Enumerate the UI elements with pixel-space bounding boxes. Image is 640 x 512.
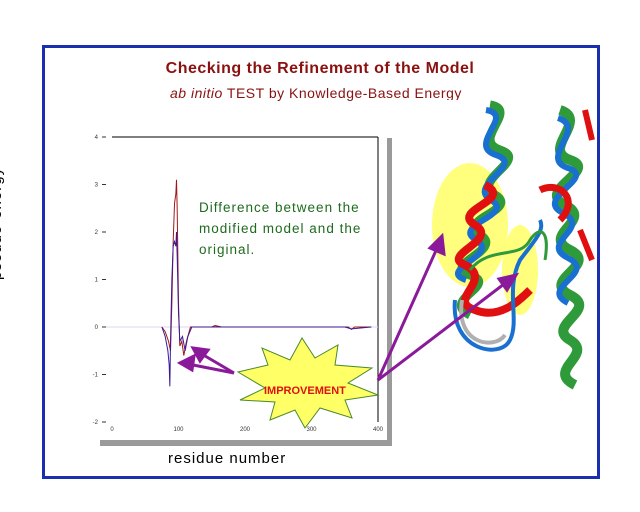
- arrow-3: [376, 245, 440, 381]
- arrow-4-head: [496, 272, 520, 293]
- x-tick-label: 200: [240, 427, 251, 433]
- slide-subtitle: ab initio TEST by Knowledge-Based Energy: [170, 85, 462, 101]
- y-tick-label: 4: [95, 135, 99, 141]
- annotation-text: Difference between the modified model an…: [199, 200, 362, 257]
- arrow-2: [199, 351, 235, 375]
- subtitle-rest: TEST by Knowledge-Based Energy: [222, 85, 462, 101]
- x-tick-label: 300: [306, 427, 317, 433]
- x-tick-label: 400: [373, 427, 384, 433]
- x-tick-label: 100: [173, 427, 184, 433]
- y-tick-label: 2: [95, 230, 99, 236]
- arrow-3-head: [427, 232, 446, 257]
- y-axis-label: pseudo-energy: [0, 166, 5, 280]
- arrows: [176, 232, 520, 382]
- x-tick-label: 0: [110, 427, 114, 433]
- series-line-2: [161, 231, 372, 387]
- subtitle-italic: ab initio: [170, 85, 223, 101]
- slide-title: Checking the Refinement of the Model: [165, 60, 475, 77]
- arrow-1: [187, 362, 235, 375]
- y-tick-label: 1: [95, 278, 99, 284]
- protein-structure-image: [420, 100, 595, 400]
- series-lines: [161, 179, 372, 387]
- arrow-4: [377, 279, 509, 382]
- improvement-starburst: [236, 337, 380, 429]
- improvement-label: IMPROVEMENT: [264, 385, 346, 397]
- y-tick-label: 0: [95, 325, 99, 331]
- x-axis-label: residue number: [168, 450, 287, 467]
- y-tick-label: -2: [93, 420, 99, 426]
- arrow-1-head: [176, 353, 196, 373]
- y-tick-label: 3: [95, 183, 99, 189]
- y-tick-label: -1: [93, 373, 99, 379]
- arrow-2-head: [190, 346, 211, 364]
